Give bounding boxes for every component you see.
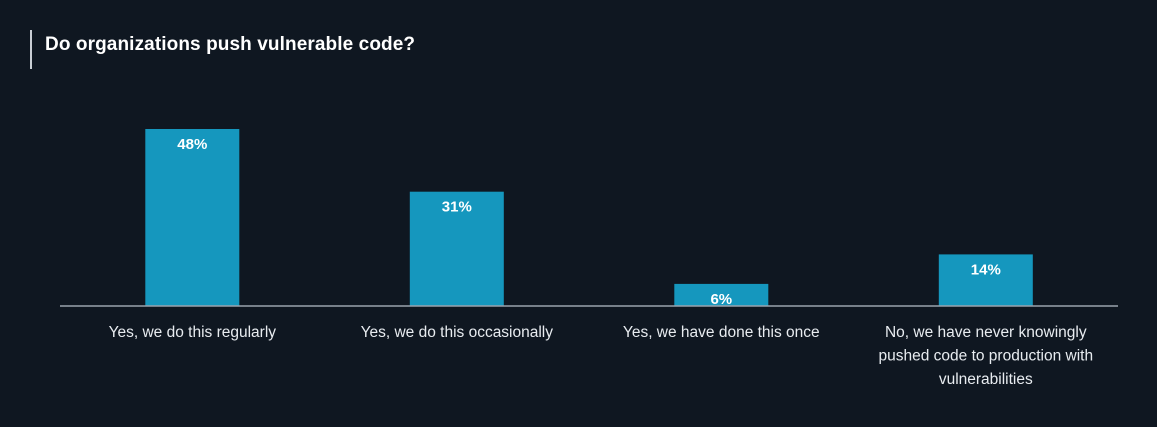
category-label-line: Yes, we do this occasionally <box>361 324 554 341</box>
category-label-line: No, we have never knowingly <box>885 324 1087 341</box>
category-label-1: Yes, we do this regularly <box>109 324 277 341</box>
category-label-3: Yes, we have done this once <box>623 324 820 341</box>
bars-group: 48% 31% 6% 14% <box>145 129 1033 308</box>
bar-2 <box>409 191 504 306</box>
bar-4 <box>938 254 1033 306</box>
bar-value-label-1: 48% <box>177 136 207 153</box>
category-label-2: Yes, we do this occasionally <box>361 324 554 341</box>
category-label-line: pushed code to production with <box>879 348 1094 365</box>
category-label-4: No, we have never knowingly pushed code t… <box>879 324 1094 388</box>
chart-title: Do organizations push vulnerable code? <box>45 34 416 55</box>
category-label-line: Yes, we do this regularly <box>109 324 277 341</box>
category-label-line: Yes, we have done this once <box>623 324 820 341</box>
title-accent-bar <box>30 30 32 69</box>
bar-3 <box>674 283 769 306</box>
bar-1 <box>145 129 240 306</box>
bar-value-label-3: 6% <box>710 291 732 308</box>
category-labels-group: Yes, we do this regularly Yes, we do this… <box>109 324 1094 388</box>
bar-value-label-4: 14% <box>971 261 1001 278</box>
category-label-line: vulnerabilities <box>939 371 1033 388</box>
bar-value-label-2: 31% <box>442 199 472 216</box>
